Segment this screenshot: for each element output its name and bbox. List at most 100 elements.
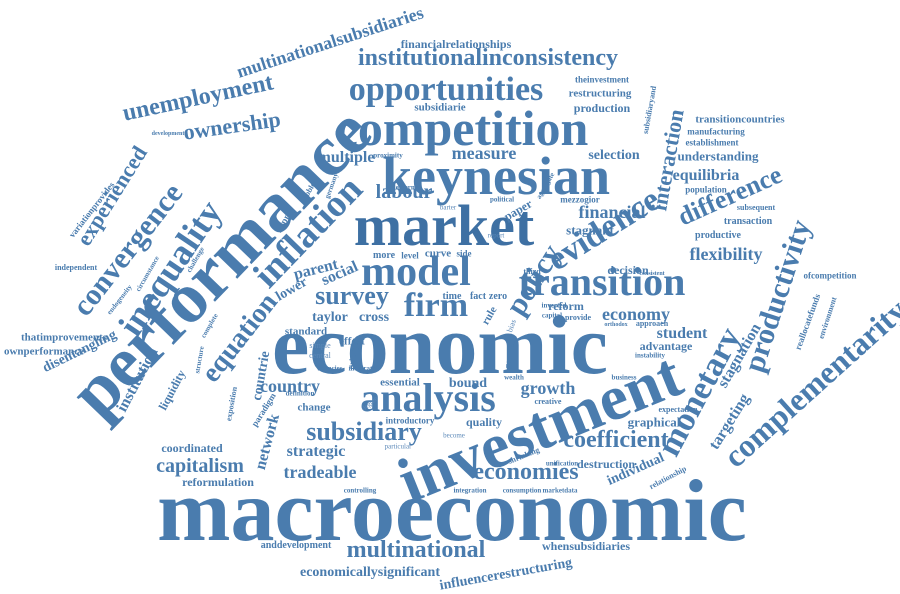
word-simple: simple [309, 341, 331, 350]
word-subsidiary: subsidiary [306, 417, 422, 446]
word-standard: standard [284, 325, 328, 338]
word-reformulation: reformulation [182, 475, 254, 489]
word-multinational: multinational [346, 537, 486, 563]
word-subsidiaryand: subsidiaryand [640, 85, 659, 135]
word-definition: definition [285, 389, 315, 398]
word-fact: fact [469, 291, 487, 302]
word-integration: integration [453, 486, 487, 495]
word-independent: independent [54, 263, 98, 272]
word-transition: transition [518, 259, 686, 304]
word-taylor: taylor [312, 310, 348, 325]
word-exposition: exposition [224, 386, 239, 422]
word-capitalism: capitalism [156, 455, 244, 477]
word-survey: survey [315, 281, 389, 310]
word-productive: productive [695, 230, 741, 241]
word-economicallysignificant: economicallysignificant [300, 565, 440, 580]
word-agencies: agencies [317, 364, 343, 373]
word-side: side [456, 248, 472, 259]
word-graphical: graphical [627, 414, 681, 430]
word-become: become [443, 431, 465, 440]
word-institutionalinconsistency: institutionalinconsistency [357, 45, 619, 71]
word-tradeable: tradeable [283, 462, 357, 482]
word-student: student [656, 325, 708, 342]
word-decision: decision [607, 263, 649, 277]
word-marketdata: marketdata [542, 486, 578, 495]
word-more: more [372, 250, 396, 261]
word-opportunities: opportunities [348, 71, 544, 108]
word-manufacturing: manufacturing [687, 126, 745, 137]
word-growth: growth [520, 378, 576, 398]
word-theinvestment: theinvestment [575, 74, 629, 85]
word-economies: economies [473, 459, 579, 485]
word-effect: effect [339, 335, 365, 348]
word-selection: selection [588, 148, 640, 163]
word-ownership: ownership [181, 106, 283, 145]
word-destruction: destruction [577, 457, 635, 471]
word-quality: quality [465, 415, 503, 429]
word-ownperformance: ownperformance [3, 345, 85, 358]
word-particular: particular [384, 442, 412, 451]
word-consumption: consumption [502, 486, 542, 495]
word-transaction: transaction [723, 216, 773, 227]
word-expectation: expectation [658, 405, 698, 414]
word-population: population [685, 184, 727, 195]
word-introductory: introductory [385, 415, 435, 426]
word-approach: approach [635, 319, 669, 328]
word-environment: environment [816, 295, 839, 340]
word-development: development [151, 131, 185, 137]
word-reallocatefunds: reallocatefunds [792, 292, 823, 352]
word-keynesian: keynesian [381, 146, 611, 206]
word-model: model [361, 249, 471, 295]
word-macroeconomic: macroeconomic [157, 463, 747, 560]
word-level: level [401, 250, 419, 261]
word-curve: curve [424, 247, 452, 260]
word-strategic: strategic [286, 443, 346, 460]
word-subsequent: subsequent [736, 203, 776, 212]
word-essential: essential [380, 376, 420, 389]
word-coordinated: coordinated [161, 441, 223, 455]
word-proximity: proximity [373, 151, 403, 160]
word-reform: reform [548, 299, 584, 313]
word-orthodox: orthodox [604, 322, 628, 328]
word-equilibria: equilibria [672, 167, 740, 184]
word-unification: unification [545, 459, 579, 468]
word-stagnant: stagnant [566, 222, 614, 238]
word-central: central [309, 351, 331, 360]
word-cross: cross [358, 310, 390, 325]
word-understanding: understanding [677, 148, 759, 164]
word-subsidiarie: subsidiarie [414, 101, 466, 114]
word-creative: creative [534, 397, 562, 406]
word-transitioncountries: transitioncountries [695, 113, 785, 126]
word-time: time [442, 291, 462, 302]
word-business: business [611, 373, 637, 382]
word-illustrate: illustrate [348, 364, 376, 373]
word-provide: provide [564, 313, 592, 322]
word-multiple: multiple [317, 149, 375, 166]
word-wealth: wealth [504, 373, 524, 382]
word-establishment: establishment [685, 137, 739, 148]
word-market: market [353, 193, 535, 258]
word-firm: firm [403, 287, 469, 324]
word-economic: economic [272, 299, 608, 392]
word-restructuring: restructuring [568, 87, 632, 100]
word-zero: zero [488, 291, 508, 302]
word-labour: labour [375, 181, 433, 203]
word-advantage: advantage [639, 339, 693, 353]
word-thatimprovements: thatimprovements [21, 331, 107, 344]
word-change: change [297, 401, 331, 414]
word-whensubsidiaries: whensubsidiaries [541, 539, 631, 553]
word-anddevelopment: anddevelopment [260, 540, 332, 551]
word-flexibility: flexibility [689, 244, 763, 264]
word-production: production [573, 101, 631, 115]
word-economy: economy [602, 304, 670, 324]
word-measure: measure [451, 143, 517, 163]
word-third: third [523, 267, 541, 276]
word-analysis: analysis [360, 375, 496, 420]
word-competition: competition [335, 100, 589, 156]
word-external: external [395, 183, 421, 192]
word-instability: instability [635, 351, 665, 360]
word-political: political [489, 195, 515, 204]
word-bound: bound [448, 376, 488, 391]
word-coefficient: coefficient [563, 427, 669, 453]
